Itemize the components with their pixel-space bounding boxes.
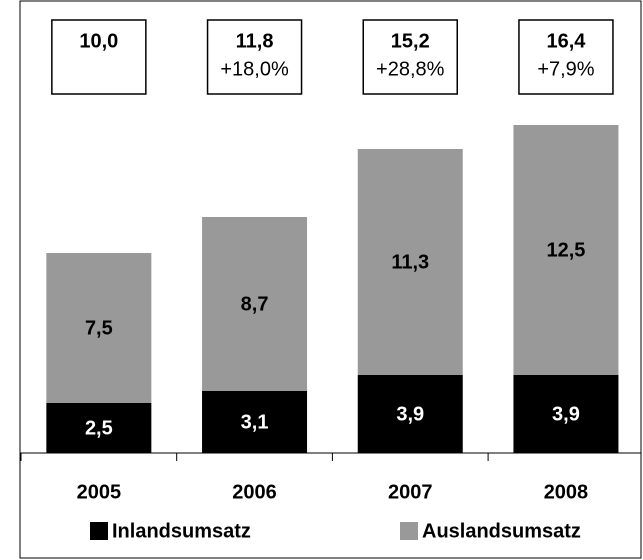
legend-label: Auslandsumsatz (422, 520, 581, 542)
bar-segment (357, 149, 463, 375)
growth-label: +18,0% (220, 58, 289, 80)
total-box (518, 19, 614, 95)
total-box (206, 19, 303, 95)
bar-segment (46, 253, 152, 403)
x-tick-label: 2008 (544, 481, 589, 503)
bar-segment (202, 391, 308, 453)
value-label: 3,9 (552, 403, 580, 425)
bar-segment (513, 375, 619, 453)
value-label: 7,5 (85, 317, 113, 339)
total-box (51, 19, 147, 95)
legend-label: Inlandsumsatz (112, 520, 251, 542)
total-box (362, 19, 458, 95)
legend-swatch (400, 522, 418, 540)
value-label: 2,5 (85, 417, 113, 439)
total-label: 11,8 (236, 30, 274, 52)
total-label: 16,4 (546, 30, 586, 52)
total-label: 10,0 (79, 30, 118, 52)
bar-segment (357, 375, 463, 453)
value-label: 8,7 (241, 293, 269, 315)
bar-segment (202, 217, 308, 391)
bar-segment (513, 125, 619, 375)
value-label: 12,5 (546, 239, 585, 261)
x-tick-label: 2005 (77, 481, 122, 503)
total-label: 15,2 (391, 30, 430, 52)
growth-label: +28,8% (376, 58, 445, 80)
frame (19, 0, 642, 559)
value-label: 11,3 (391, 251, 429, 273)
growth-label: +7,9% (537, 58, 594, 80)
value-label: 3,1 (241, 411, 269, 433)
x-tick-label: 2007 (388, 481, 433, 503)
legend-swatch (90, 522, 108, 540)
bar-segment (46, 403, 152, 453)
x-tick-label: 2006 (232, 481, 277, 503)
value-label: 3,9 (396, 403, 424, 425)
